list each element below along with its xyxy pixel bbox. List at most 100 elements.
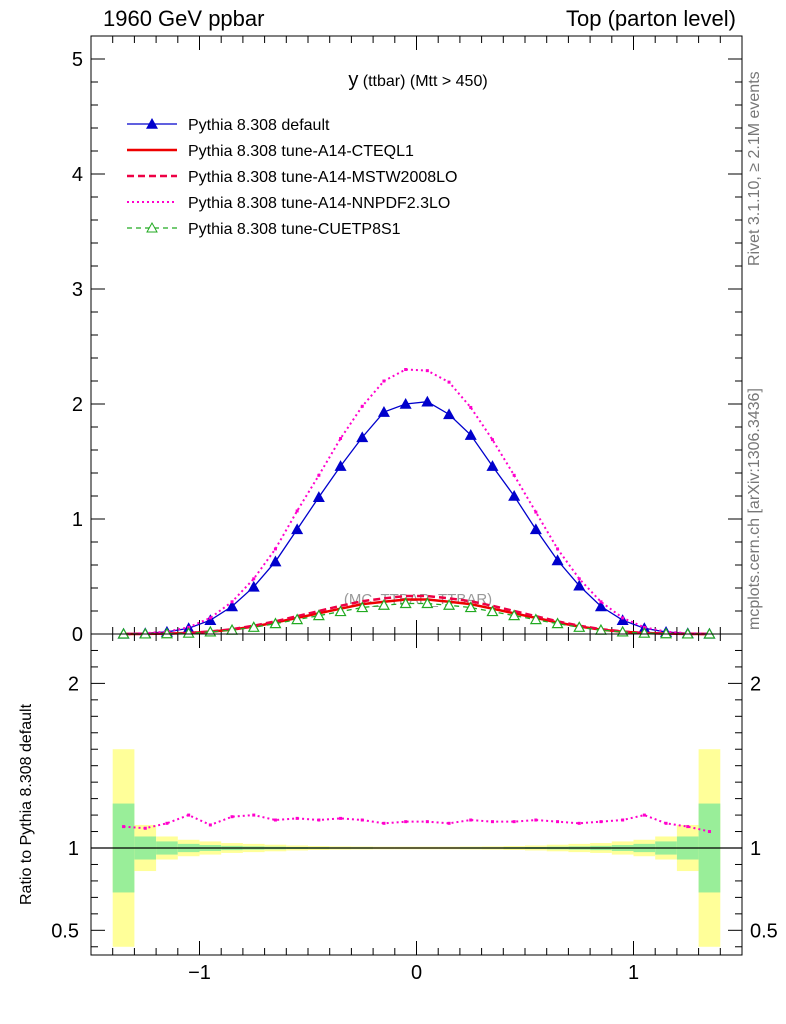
ratio-frame: [90, 633, 743, 956]
ratio-data-point: [577, 821, 581, 825]
data-point: [703, 627, 716, 639]
ratio-plot-panel: −1 0 1 0.5 0.5 1 1 2 2: [51, 633, 778, 984]
header-process: Top (parton level): [566, 6, 736, 31]
ratio-data-point: [599, 820, 603, 824]
legend-label: Pythia 8.308 tune-A14-NNPDF2.3LO: [188, 195, 450, 212]
legend-label: Pythia 8.308 tune-A14-CTEQL1: [188, 143, 414, 160]
legend-marker: [146, 118, 158, 129]
data-point: [599, 600, 603, 604]
data-point: [382, 379, 386, 383]
data-point: [512, 473, 516, 477]
data-point: [204, 614, 217, 625]
data-point: [399, 597, 412, 609]
legend-label: Pythia 8.308 tune-A14-MSTW2008LO: [188, 169, 457, 186]
data-point: [529, 613, 542, 625]
data-point: [534, 510, 538, 514]
data-point: [573, 579, 586, 591]
x-tick-label: −1: [188, 962, 211, 984]
data-point: [160, 627, 173, 639]
data-point: [551, 617, 564, 629]
data-point: [182, 626, 195, 638]
data-point: [681, 627, 694, 639]
ratio-data-point: [469, 818, 473, 822]
data-point: [421, 597, 434, 609]
data-point: [269, 555, 282, 567]
legend-marker: [146, 221, 158, 233]
data-point: [443, 599, 456, 610]
data-point: [360, 404, 364, 408]
ratio-y-tick-label: 0.5: [51, 920, 79, 942]
ratio-data-point: [187, 813, 191, 817]
data-point: [616, 614, 629, 625]
data-point: [291, 613, 304, 625]
data-point: [577, 577, 581, 581]
ratio-data-point: [295, 816, 299, 820]
chart-title: y (ttbar) (Mtt > 450): [348, 69, 487, 91]
data-point: [469, 405, 473, 409]
series-line: [123, 401, 710, 635]
data-point: [529, 523, 542, 535]
legend-entry: Pythia 8.308 tune-A14-MSTW2008LO: [127, 169, 457, 186]
ratio-data-point: [122, 825, 126, 829]
ratio-data-point: [556, 820, 560, 824]
ratio-data-point: [360, 818, 364, 822]
data-point: [117, 627, 130, 639]
ratio-data-point: [404, 820, 408, 824]
y-tick-label: 5: [72, 49, 83, 71]
data-point: [226, 600, 239, 612]
data-point: [312, 609, 325, 621]
ratio-series-line: [123, 813, 710, 833]
ratio-data-point: [165, 821, 169, 825]
series-4: [117, 597, 716, 639]
data-point: [404, 368, 408, 371]
data-point: [252, 577, 256, 581]
legend-label: Pythia 8.308 tune-CUETP8S1: [188, 221, 401, 238]
ratio-y-tick-label-right: 1: [750, 838, 761, 860]
data-point: [334, 460, 347, 471]
data-point: [247, 621, 260, 632]
ratio-data-point: [664, 821, 668, 825]
ratio-data-point: [143, 826, 147, 830]
data-point: [377, 599, 390, 610]
data-point: [339, 437, 343, 440]
data-point: [464, 429, 477, 440]
data-point: [638, 626, 651, 638]
data-point: [269, 617, 282, 629]
ratio-data-point: [534, 818, 538, 822]
y-tick-label: 2: [72, 394, 83, 416]
data-point: [621, 616, 625, 620]
data-point: [247, 580, 260, 592]
data-point: [508, 609, 521, 621]
data-point: [594, 600, 607, 612]
data-point: [356, 431, 369, 443]
x-tick-label: 0: [411, 962, 422, 984]
ratio-y-tick-label-right: 0.5: [750, 920, 778, 942]
data-point: [425, 369, 429, 373]
ratio-y-tick-label: 2: [68, 673, 79, 695]
data-point: [295, 509, 299, 513]
data-point: [291, 523, 304, 535]
data-point: [508, 490, 521, 501]
y-tick-label: 0: [72, 624, 83, 646]
data-point: [573, 621, 586, 632]
y-tick-label: 3: [72, 279, 83, 301]
data-point: [208, 616, 212, 620]
ratio-y-tick-label-right: 2: [750, 673, 761, 695]
data-point: [443, 408, 456, 420]
y-tick-label: 1: [72, 509, 83, 531]
data-point: [486, 605, 499, 617]
ratio-data-point: [447, 821, 451, 825]
ratio-data-point: [512, 820, 516, 824]
series-line: [123, 368, 710, 635]
data-point: [312, 491, 325, 502]
data-point: [399, 398, 412, 409]
data-point: [139, 627, 152, 639]
data-point: [334, 605, 347, 617]
ratio-data-point: [490, 820, 494, 824]
ratio-data-point: [621, 818, 625, 822]
data-point: [660, 627, 673, 639]
data-point: [273, 547, 277, 551]
ratio-data-point: [230, 815, 234, 819]
data-point: [464, 601, 477, 613]
